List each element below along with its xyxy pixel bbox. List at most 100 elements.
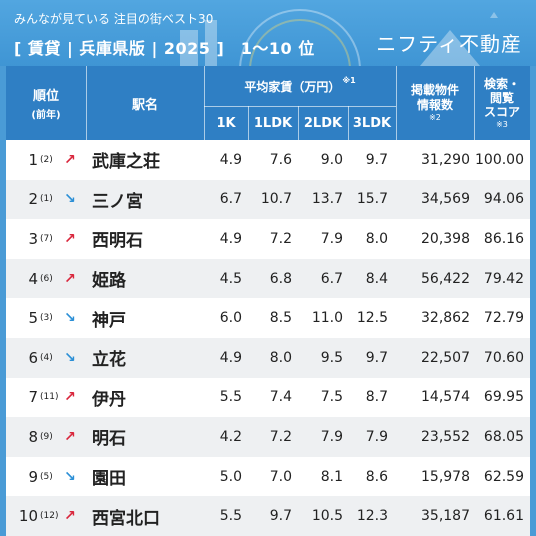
table-row: 9 (5) ↘ 園田 5.0 7.0 8.1 8.6 15,978 62.59 (6, 456, 530, 497)
header-rent-group: 平均家賃（万円） ※1 (204, 66, 396, 106)
header-3ldk: 3LDK (352, 115, 392, 131)
station-name-cell: 姫路 (92, 271, 126, 292)
previous-rank-cell: (3) (40, 313, 53, 324)
posts-count-cell: 15,978 (421, 468, 470, 485)
rank-cell: 2 (28, 190, 38, 209)
table-header: 順位 (前年) 駅名 平均家賃（万円） ※1 1K 1LDK 2LDK 3LDK… (6, 66, 530, 140)
table-row: 5 (3) ↘ 神戸 6.0 8.5 11.0 12.5 32,862 72.79 (6, 298, 530, 338)
score-cell: 68.05 (483, 428, 524, 445)
rank-cell: 5 (28, 309, 38, 328)
previous-rank-cell: (2) (40, 154, 53, 165)
header-rent-label: 平均家賃（万円） (244, 79, 341, 94)
divider (396, 66, 397, 140)
rank-cell: 10 (18, 507, 38, 526)
previous-rank-cell: (7) (40, 233, 53, 244)
rank-cell: 8 (28, 427, 38, 446)
table-row: 6 (4) ↘ 立花 4.9 8.0 9.5 9.7 22,507 70.60 (6, 338, 530, 378)
divider (348, 106, 349, 140)
rent-1k-cell: 6.0 (219, 310, 242, 327)
station-name-cell: 神戸 (92, 310, 126, 331)
rank-cell: 7 (28, 388, 38, 407)
station-name-cell: 立花 (92, 350, 126, 371)
station-name-cell: 園田 (92, 469, 126, 490)
rent-2ldk-cell: 8.1 (320, 468, 343, 485)
divider (204, 66, 205, 140)
rent-2ldk-cell: 11.0 (311, 310, 343, 327)
rent-1ldk-cell: 7.2 (269, 230, 292, 247)
rent-1k-cell: 4.9 (219, 349, 242, 366)
trend-down-icon: ↘ (64, 349, 76, 366)
trend-down-icon: ↘ (64, 191, 76, 208)
rent-1ldk-cell: 9.7 (269, 508, 292, 525)
rent-1ldk-cell: 10.7 (260, 191, 292, 208)
header-score-line2: 閲覧 (489, 91, 514, 105)
previous-rank-cell: (9) (40, 431, 53, 442)
header-banner: みんなが見ている 注目の街ベスト30 [ 賃貸 | 兵庫県版 | 2025 ] … (0, 0, 536, 66)
rent-3ldk-cell: 12.5 (356, 310, 388, 327)
rent-1ldk-cell: 8.0 (269, 349, 292, 366)
previous-rank-cell: (4) (40, 352, 53, 363)
trend-up-icon: ↗ (64, 151, 76, 168)
rent-1k-cell: 4.9 (219, 151, 242, 168)
trend-up-icon: ↗ (64, 508, 76, 525)
header-rank: 順位 (前年) (6, 66, 86, 140)
score-cell: 72.79 (483, 310, 524, 327)
page-title: [ 賃貸 | 兵庫県版 | 2025 ] 1〜10 位 (14, 39, 315, 58)
header-station: 駅名 (131, 97, 158, 113)
rent-3ldk-cell: 9.7 (365, 349, 388, 366)
table-row: 1 (2) ↗ 武庫之荘 4.9 7.6 9.0 9.7 31,290 100.00 (6, 140, 530, 180)
divider (474, 66, 475, 140)
header-posts-line1: 掲載物件 (410, 83, 459, 97)
previous-rank-cell: (1) (40, 194, 53, 205)
rent-3ldk-cell: 8.4 (365, 270, 388, 287)
rent-1k-cell: 4.5 (219, 270, 242, 287)
header-posts: 掲載物件 情報数 ※2 (396, 66, 474, 140)
rent-2ldk-cell: 6.7 (320, 270, 343, 287)
header-score-line1: 検索・ (483, 76, 520, 91)
header-rank-label: 順位 (32, 89, 59, 104)
score-cell: 100.00 (475, 151, 524, 168)
score-cell: 86.16 (483, 230, 524, 247)
header-2ldk: 2LDK (303, 115, 343, 131)
rent-1ldk-cell: 7.4 (269, 389, 292, 406)
previous-rank-cell: (12) (40, 511, 59, 522)
score-cell: 61.61 (483, 508, 524, 525)
table-row: 4 (6) ↗ 姫路 4.5 6.8 6.7 8.4 56,422 79.42 (6, 258, 530, 299)
rent-3ldk-cell: 15.7 (356, 191, 388, 208)
header-score: 検索・ 閲覧 スコア ※3 (474, 66, 530, 140)
posts-count-cell: 14,574 (421, 389, 470, 406)
rent-1ldk-cell: 8.5 (269, 310, 292, 327)
posts-count-cell: 22,507 (421, 349, 470, 366)
station-name-cell: 武庫之荘 (92, 152, 160, 173)
rent-1k-cell: 5.0 (219, 468, 242, 485)
posts-count-cell: 35,187 (421, 508, 470, 525)
rent-1ldk-cell: 7.2 (269, 428, 292, 445)
rent-3ldk-cell: 8.7 (365, 389, 388, 406)
divider (248, 106, 249, 140)
posts-count-cell: 56,422 (421, 270, 470, 287)
rank-cell: 3 (28, 229, 38, 248)
posts-count-cell: 32,862 (421, 310, 470, 327)
trend-down-icon: ↘ (64, 468, 76, 485)
posts-count-cell: 34,569 (421, 191, 470, 208)
rent-3ldk-cell: 9.7 (365, 151, 388, 168)
score-cell: 62.59 (483, 468, 524, 485)
header-rank-sub: (前年) (31, 110, 61, 121)
rent-3ldk-cell: 7.9 (365, 428, 388, 445)
rent-2ldk-cell: 7.9 (320, 428, 343, 445)
previous-rank-cell: (5) (40, 471, 53, 482)
page-subtitle: みんなが見ている 注目の街ベスト30 (14, 12, 214, 26)
header-1ldk: 1LDK (253, 115, 293, 131)
score-cell: 70.60 (483, 349, 524, 366)
previous-rank-cell: (11) (40, 392, 59, 403)
header-posts-line2: 情報数 (416, 98, 453, 112)
header-1k: 1K (216, 115, 236, 131)
rent-2ldk-cell: 9.5 (320, 349, 343, 366)
divider (86, 66, 87, 140)
header-score-line3: スコア (483, 105, 520, 120)
rent-1k-cell: 6.7 (219, 191, 242, 208)
header-posts-note: ※2 (429, 113, 441, 122)
rent-1k-cell: 5.5 (219, 508, 242, 525)
divider (298, 106, 299, 140)
rent-1k-cell: 5.5 (219, 389, 242, 406)
